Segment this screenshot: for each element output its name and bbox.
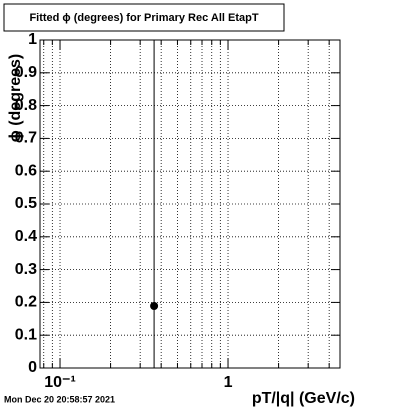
data-point bbox=[150, 302, 159, 311]
y-tick-label: 0.3 bbox=[15, 261, 37, 278]
y-tick-label: 0.2 bbox=[15, 294, 37, 311]
x-tick-label: 1 bbox=[224, 374, 233, 391]
y-tick-label: 0.7 bbox=[15, 130, 37, 147]
x-tick-label: 10⁻¹ bbox=[44, 374, 76, 391]
x-axis-label: pT/|q| (GeV/c) bbox=[252, 390, 355, 407]
footer: Mon Dec 20 20:58:57 2021 bbox=[4, 394, 115, 404]
y-tick-label: 0.5 bbox=[15, 195, 37, 212]
y-tick-label: 0.9 bbox=[15, 64, 37, 81]
y-tick-label: 0.1 bbox=[15, 326, 37, 343]
y-tick-label: 0.8 bbox=[15, 97, 37, 114]
plot-frame bbox=[39, 39, 341, 369]
y-tick-label: 1 bbox=[28, 31, 37, 48]
y-tick-label: 0 bbox=[28, 359, 37, 376]
y-axis-label: ϕ (degrees) bbox=[7, 54, 24, 142]
title-box bbox=[3, 3, 285, 32]
y-tick-label: 0.6 bbox=[15, 162, 37, 179]
chart-title: Fitted ϕ (degrees) for Primary Rec All E… bbox=[29, 12, 258, 24]
y-tick-label: 0.4 bbox=[15, 228, 37, 245]
